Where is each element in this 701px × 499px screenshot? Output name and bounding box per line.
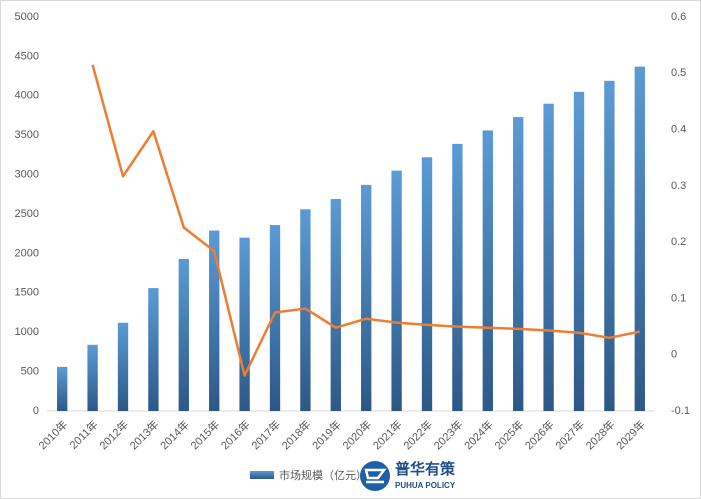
y-tick-label: 1000 xyxy=(15,326,39,338)
bar xyxy=(573,91,585,412)
y2-tick-label: 0.5 xyxy=(671,67,686,79)
bar xyxy=(148,288,159,411)
x-tick-label: 2014年 xyxy=(157,417,192,452)
y2-tick-label: -0.1 xyxy=(671,405,690,417)
y-tick-label: 4500 xyxy=(15,50,39,62)
x-tick-label: 2019年 xyxy=(309,417,344,452)
watermark: 普华有策 PUHUA POLICY xyxy=(360,460,456,491)
x-tick-label: 2022年 xyxy=(400,417,435,452)
y2-tick-label: 0.3 xyxy=(671,180,686,192)
y-tick-label: 0 xyxy=(33,405,39,417)
bar xyxy=(421,157,433,411)
y-tick-label: 2500 xyxy=(15,208,39,220)
legend-swatch xyxy=(250,471,274,479)
y-tick-label: 2000 xyxy=(15,247,39,259)
bar xyxy=(269,225,281,411)
y2-tick-label: 0.1 xyxy=(671,292,686,304)
bar xyxy=(300,209,311,411)
watermark-subtitle: PUHUA POLICY xyxy=(395,481,456,490)
bar xyxy=(634,66,645,412)
bar xyxy=(513,117,524,412)
bar xyxy=(482,130,493,412)
x-tick-label: 2020年 xyxy=(339,417,374,452)
x-tick-label: 2025年 xyxy=(491,417,526,452)
y2-tick-label: 0.6 xyxy=(671,11,686,23)
x-tick-label: 2029年 xyxy=(613,417,648,452)
bar xyxy=(178,258,189,411)
y2-tick-label: 0 xyxy=(671,349,677,361)
y2-tick-label: 0.4 xyxy=(671,123,686,135)
x-tick-label: 2018年 xyxy=(279,417,314,452)
x-tick-label: 2028年 xyxy=(583,417,618,452)
x-tick-label: 2027年 xyxy=(552,417,587,452)
y-tick-label: 1500 xyxy=(15,287,39,299)
bar xyxy=(239,237,250,411)
watermark-logo-mark xyxy=(364,468,387,484)
y-tick-label: 3000 xyxy=(15,169,39,181)
bar xyxy=(209,230,220,411)
bar xyxy=(604,80,615,411)
x-tick-label: 2023年 xyxy=(431,417,466,452)
x-tick-label: 2012年 xyxy=(96,417,131,452)
watermark-title: 普华有策 xyxy=(395,460,456,478)
bar xyxy=(361,184,372,411)
x-tick-label: 2011年 xyxy=(66,417,100,451)
watermark-logo xyxy=(360,461,390,491)
y2-tick-label: 0.2 xyxy=(671,236,686,248)
bar xyxy=(330,199,341,411)
bar xyxy=(117,322,129,411)
bar xyxy=(452,143,463,412)
bar xyxy=(57,366,68,411)
x-tick-label: 2015年 xyxy=(187,417,222,452)
y-tick-label: 500 xyxy=(21,366,39,378)
x-tick-label: 2010年 xyxy=(35,417,70,452)
bar xyxy=(543,103,554,412)
bar xyxy=(87,344,98,411)
x-tick-label: 2021年 xyxy=(370,417,405,452)
x-tick-label: 2024年 xyxy=(461,417,496,452)
y-tick-label: 3500 xyxy=(15,129,39,141)
legend-label: 市场规模（亿元） xyxy=(279,468,367,482)
bar xyxy=(391,170,402,411)
y-tick-label: 5000 xyxy=(15,11,39,23)
x-tick-label: 2016年 xyxy=(218,417,253,452)
x-tick-label: 2013年 xyxy=(127,417,162,452)
y-tick-label: 4000 xyxy=(15,90,39,102)
line xyxy=(91,64,641,377)
x-tick-label: 2017年 xyxy=(248,417,283,452)
x-tick-label: 2026年 xyxy=(522,417,557,452)
